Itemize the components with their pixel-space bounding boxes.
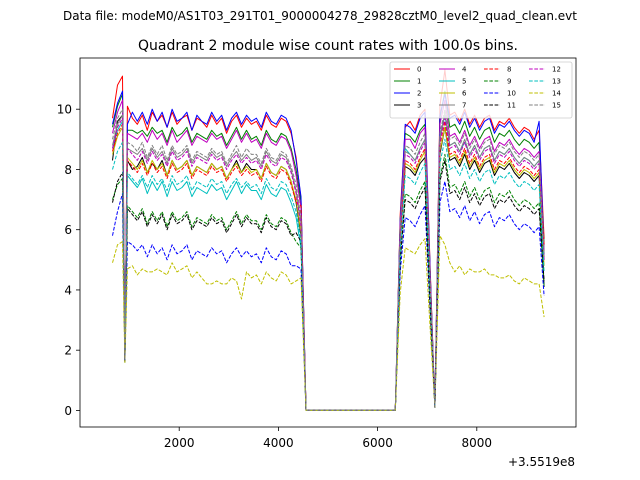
legend-label-11: 11 bbox=[507, 102, 516, 110]
series-line-14 bbox=[112, 235, 545, 411]
series-line-5 bbox=[112, 114, 545, 411]
legend-label-12: 12 bbox=[552, 66, 561, 74]
series-line-15 bbox=[112, 108, 545, 411]
x-tick-label: 4000 bbox=[263, 436, 294, 450]
series-layer bbox=[112, 69, 545, 411]
legend-label-9: 9 bbox=[507, 78, 511, 86]
series-line-3 bbox=[112, 114, 545, 411]
x-tick-label: 8000 bbox=[462, 436, 493, 450]
series-line-7 bbox=[112, 111, 545, 411]
series-line-8 bbox=[112, 120, 545, 411]
legend-label-14: 14 bbox=[552, 90, 561, 98]
legend-label-3: 3 bbox=[417, 102, 421, 110]
legend-label-4: 4 bbox=[462, 66, 467, 74]
series-line-1 bbox=[112, 90, 545, 411]
y-tick-label: 8 bbox=[64, 163, 72, 177]
legend-label-5: 5 bbox=[462, 78, 466, 86]
y-tick-label: 10 bbox=[57, 103, 72, 117]
y-tick-label: 6 bbox=[64, 223, 72, 237]
figure-suptitle: Data file: modeM0/AS1T03_291T01_90000042… bbox=[63, 9, 577, 23]
series-line-12 bbox=[112, 117, 545, 411]
legend-label-0: 0 bbox=[417, 66, 421, 74]
y-tick-label: 4 bbox=[64, 283, 72, 297]
plot-frame bbox=[79, 57, 577, 428]
legend-label-6: 6 bbox=[462, 90, 467, 98]
legend-label-2: 2 bbox=[417, 90, 421, 98]
legend-label-8: 8 bbox=[507, 66, 511, 74]
series-line-10 bbox=[112, 181, 545, 411]
y-tick-label: 2 bbox=[64, 344, 72, 358]
legend-label-13: 13 bbox=[552, 78, 561, 86]
chart-title: Quadrant 2 module wise count rates with … bbox=[138, 38, 518, 54]
legend-label-7: 7 bbox=[462, 102, 466, 110]
series-line-9 bbox=[112, 153, 545, 411]
series-line-4 bbox=[112, 99, 545, 411]
x-tick-label: 6000 bbox=[362, 436, 393, 450]
legend-label-15: 15 bbox=[552, 102, 561, 110]
series-line-6 bbox=[112, 126, 545, 411]
legend-box bbox=[389, 61, 573, 119]
x-tick-label: 2000 bbox=[164, 436, 195, 450]
legend-label-1: 1 bbox=[417, 78, 421, 86]
x-offset-label: +3.5519e8 bbox=[508, 455, 575, 469]
legend-label-10: 10 bbox=[507, 90, 516, 98]
series-line-13 bbox=[112, 138, 545, 411]
y-tick-label: 0 bbox=[64, 404, 72, 418]
